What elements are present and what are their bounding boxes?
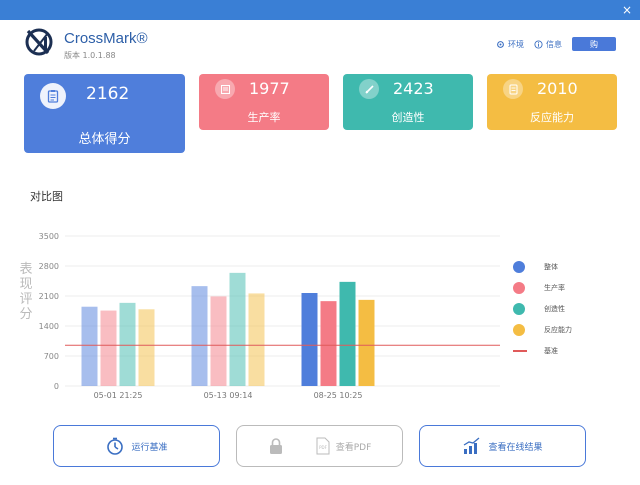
bar xyxy=(248,293,265,386)
buy-button[interactable]: 购 xyxy=(572,37,616,51)
info-icon xyxy=(534,39,543,49)
environment-link[interactable]: 环境 xyxy=(496,39,524,50)
info-label: 信息 xyxy=(546,39,562,49)
bar-chart-icon xyxy=(464,437,480,454)
top-links: 环境 信息 购 xyxy=(496,37,616,51)
pdf-file-icon: PDF xyxy=(316,437,330,455)
x-tick-label: 05-13 09:14 xyxy=(204,391,253,400)
overall-score-card: 2162 总体得分 xyxy=(24,74,185,153)
bar xyxy=(119,302,136,386)
chart-title: 对比图 xyxy=(30,190,63,203)
legend-swatch xyxy=(513,281,525,294)
run-benchmark-label: 运行基准 xyxy=(131,442,168,453)
responsiveness-label: 反应能力 xyxy=(530,111,574,124)
creativity-label: 创造性 xyxy=(391,111,425,124)
y-tick-label: 2800 xyxy=(39,262,59,271)
document-icon xyxy=(215,79,235,99)
bar xyxy=(229,272,246,386)
creativity-score: 2423 xyxy=(393,79,434,98)
bar xyxy=(81,306,98,386)
y-tick-label: 0 xyxy=(54,382,59,391)
legend-item: 生产率 xyxy=(513,277,572,298)
view-online-results-label: 查看在线结果 xyxy=(488,442,543,453)
legend-label: 整体 xyxy=(544,262,558,271)
bar xyxy=(138,309,155,386)
gear-icon xyxy=(497,40,504,48)
y-tick-label: 3500 xyxy=(39,232,59,241)
bar xyxy=(320,301,337,386)
pen-icon xyxy=(359,79,379,99)
chart-legend: 整体生产率创造性反应能力基准 xyxy=(513,256,572,361)
version-label: 版本 1.0.1.88 xyxy=(64,51,116,60)
legend-label: 创造性 xyxy=(544,304,565,313)
legend-swatch xyxy=(513,302,525,315)
productivity-label: 生产率 xyxy=(247,111,281,124)
productivity-score-card: 1977 生产率 xyxy=(199,74,329,130)
productivity-score: 1977 xyxy=(249,79,290,98)
bar xyxy=(339,281,356,386)
title-bar: × xyxy=(0,0,640,20)
bar xyxy=(301,293,318,386)
responsiveness-score-card: 2010 反应能力 xyxy=(487,74,617,130)
responsiveness-score: 2010 xyxy=(537,79,578,98)
chart-y-axis-label: 表现评分 xyxy=(19,262,33,322)
environment-label: 环境 xyxy=(508,39,524,49)
legend-item: 反应能力 xyxy=(513,319,572,340)
view-pdf-label: 查看PDF xyxy=(335,442,372,453)
legend-item-baseline: 基准 xyxy=(513,340,572,361)
bar xyxy=(210,296,227,386)
legend-label: 生产率 xyxy=(544,283,565,292)
view-pdf-button[interactable]: PDF 查看PDF xyxy=(236,425,403,467)
stopwatch-icon xyxy=(107,437,124,455)
page-icon xyxy=(503,79,523,99)
bar xyxy=(191,286,208,386)
creativity-score-card: 2423 创造性 xyxy=(343,74,473,130)
y-tick-label: 700 xyxy=(44,352,59,361)
bar xyxy=(100,310,117,386)
lock-icon xyxy=(269,438,282,454)
legend-item: 整体 xyxy=(513,256,572,277)
overall-score-label: 总体得分 xyxy=(78,132,131,147)
legend-item: 创造性 xyxy=(513,298,572,319)
crossmark-logo xyxy=(25,28,53,56)
legend-label: 反应能力 xyxy=(544,325,572,334)
clipboard-icon xyxy=(40,83,66,109)
info-link[interactable]: 信息 xyxy=(534,39,562,50)
x-tick-label: 05-01 21:25 xyxy=(94,391,143,400)
y-tick-label: 2100 xyxy=(39,292,59,301)
legend-baseline-swatch xyxy=(513,349,527,352)
legend-swatch xyxy=(513,260,525,273)
x-tick-label: 08-25 10:25 xyxy=(314,391,363,400)
overall-score: 2162 xyxy=(86,84,130,104)
app-name: CrossMark® xyxy=(64,30,148,47)
view-online-results-button[interactable]: 查看在线结果 xyxy=(419,425,586,467)
bar xyxy=(358,299,375,386)
svg-text:PDF: PDF xyxy=(319,445,327,450)
close-button[interactable]: × xyxy=(621,3,632,17)
run-benchmark-button[interactable]: 运行基准 xyxy=(53,425,220,467)
y-tick-label: 1400 xyxy=(39,322,59,331)
legend-swatch xyxy=(513,323,525,336)
legend-label: 基准 xyxy=(544,346,558,355)
